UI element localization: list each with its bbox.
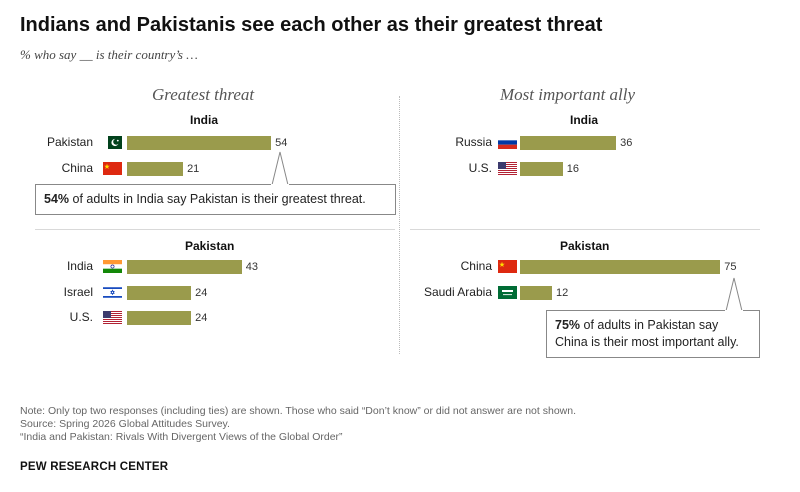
category-label: U.S. — [468, 160, 492, 175]
callout-ally-text-line2: China is their most important ally. — [555, 335, 739, 349]
callout-threat-percent: 54% — [44, 192, 70, 206]
column-heading-most-important-ally: Most important ally — [500, 85, 636, 104]
bar — [127, 161, 184, 176]
category-label: Saudi Arabia — [423, 284, 492, 299]
category-label: Israel — [63, 284, 93, 299]
pakistan-flag-icon — [103, 136, 122, 149]
panel-heading: India — [190, 113, 219, 127]
bar — [520, 285, 553, 300]
callout-threat-pointer — [271, 151, 289, 186]
category-label: Pakistan — [46, 135, 93, 149]
data-label: 16 — [566, 162, 579, 175]
us-flag-icon — [103, 311, 122, 324]
saudi-arabia-flag-icon — [498, 285, 517, 299]
data-label: 54 — [275, 137, 288, 149]
bar — [127, 136, 272, 150]
category-label: China — [460, 259, 492, 273]
callout-ally-percent: 75% — [555, 318, 581, 332]
data-label: 24 — [195, 286, 208, 299]
column-divider — [399, 96, 400, 354]
bar — [520, 260, 721, 274]
category-label: U.S. — [69, 310, 93, 324]
callout-ally-text-line1: of adults in Pakistan say — [580, 318, 719, 332]
russia-flag-icon — [498, 136, 517, 149]
panel-heading: Pakistan — [560, 239, 610, 253]
bar — [520, 136, 617, 150]
data-label: 75 — [724, 261, 737, 273]
data-label: 43 — [245, 261, 259, 273]
bar — [520, 161, 563, 176]
india-flag-icon — [103, 260, 122, 273]
brand-logo-text: PEW RESEARCH CENTER — [20, 461, 169, 473]
israel-flag-icon — [103, 285, 122, 299]
panel-heading: India — [570, 113, 599, 127]
bar — [127, 285, 192, 300]
panel-divider-left — [35, 229, 395, 230]
bar — [127, 260, 242, 274]
category-label: Russia — [455, 135, 492, 149]
panel-divider-right — [410, 229, 760, 230]
chart-title: Indians and Pakistanis see each other as… — [20, 14, 603, 36]
category-label: India — [66, 259, 93, 273]
column-heading-greatest-threat: Greatest threat — [152, 85, 255, 104]
report-title-line: “India and Pakistan: Rivals With Diverge… — [20, 431, 343, 443]
data-label: 24 — [195, 312, 208, 324]
data-label: 12 — [556, 286, 569, 299]
china-flag-icon — [103, 161, 122, 175]
callout-ally-pointer — [725, 277, 743, 312]
data-label: 21 — [187, 162, 200, 175]
china-flag-icon — [498, 260, 517, 273]
callout-threat: 54% of adults in India say Pakistan is t… — [35, 184, 396, 215]
note-line: Note: Only top two responses (including … — [20, 405, 577, 417]
bar — [127, 311, 192, 325]
callout-threat-text: of adults in India say Pakistan is their… — [69, 192, 366, 206]
category-label: China — [61, 160, 93, 175]
chart-notes: Note: Only top two responses (including … — [20, 405, 576, 444]
chart-subtitle: % who say __ is their country’s … — [20, 47, 198, 62]
source-line: Source: Spring 2026 Global Attitudes Sur… — [20, 418, 230, 430]
callout-ally: 75% of adults in Pakistan say China is t… — [546, 310, 760, 358]
us-flag-icon — [498, 161, 517, 175]
data-label: 36 — [620, 137, 633, 149]
panel-heading: Pakistan — [185, 239, 235, 253]
